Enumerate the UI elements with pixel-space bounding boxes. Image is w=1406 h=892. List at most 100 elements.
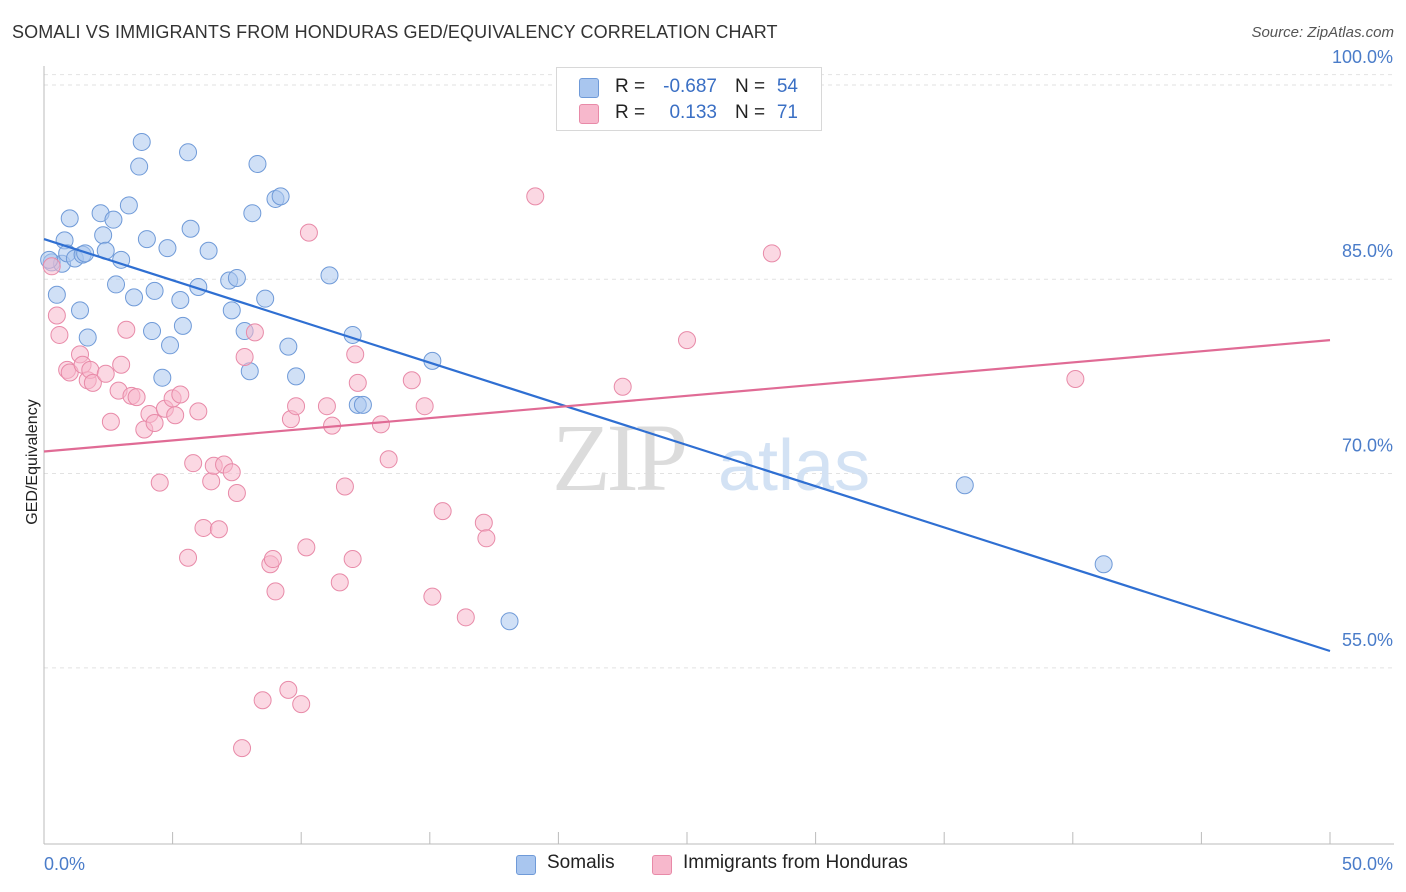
data-point[interactable] (71, 301, 90, 320)
trend-line-somalis (43, 238, 1331, 653)
data-point[interactable] (181, 219, 200, 238)
y-tick-label: 70.0% (1342, 436, 1393, 456)
data-point[interactable] (343, 550, 362, 569)
data-point[interactable] (330, 573, 349, 592)
data-point[interactable] (477, 529, 496, 548)
data-point[interactable] (96, 364, 115, 383)
data-point[interactable] (279, 337, 298, 356)
data-point[interactable] (101, 412, 120, 431)
correlation-stats-box: R = -0.687 N = 54 R = 0.133 N = 71 (556, 67, 822, 131)
data-point[interactable] (613, 377, 632, 396)
data-point[interactable] (166, 406, 185, 425)
data-point[interactable] (402, 371, 421, 390)
watermark-zip: ZIP (552, 404, 685, 511)
data-point[interactable] (60, 209, 79, 228)
data-point[interactable] (279, 680, 298, 699)
data-point[interactable] (179, 548, 198, 567)
data-point[interactable] (94, 226, 113, 245)
data-point[interactable] (227, 268, 246, 287)
data-point[interactable] (287, 397, 306, 416)
data-point[interactable] (137, 230, 156, 249)
trend-lines (43, 238, 1331, 653)
data-point[interactable] (248, 154, 267, 173)
data-point[interactable] (500, 612, 519, 631)
data-point[interactable] (222, 463, 241, 482)
data-point[interactable] (233, 739, 252, 758)
data-point[interactable] (235, 347, 254, 366)
data-point[interactable] (245, 323, 264, 342)
data-point[interactable] (243, 204, 262, 223)
data-point[interactable] (222, 301, 241, 320)
data-point[interactable] (47, 285, 66, 304)
data-point[interactable] (171, 385, 190, 404)
r-label: R = (615, 76, 646, 97)
data-point[interactable] (762, 244, 781, 263)
data-point[interactable] (253, 691, 272, 710)
data-point[interactable] (184, 454, 203, 473)
data-point[interactable] (143, 322, 162, 341)
data-point[interactable] (104, 210, 123, 229)
data-point[interactable] (292, 695, 311, 714)
data-point[interactable] (127, 388, 146, 407)
data-point[interactable] (353, 395, 372, 414)
data-point[interactable] (678, 331, 696, 350)
data-point[interactable] (173, 316, 192, 335)
data-point[interactable] (299, 223, 318, 242)
data-point[interactable] (145, 281, 164, 300)
n-label: N = (735, 102, 766, 123)
honduras-swatch (579, 104, 599, 124)
data-point[interactable] (320, 266, 339, 285)
data-point[interactable] (132, 132, 151, 151)
data-point[interactable] (379, 450, 398, 469)
data-point[interactable] (266, 582, 285, 601)
data-point[interactable] (161, 336, 180, 355)
data-point[interactable] (415, 397, 434, 416)
data-point[interactable] (150, 473, 169, 492)
data-point[interactable] (145, 414, 164, 433)
data-point[interactable] (50, 325, 69, 344)
data-point[interactable] (1094, 555, 1113, 574)
data-point[interactable] (227, 483, 246, 502)
data-point[interactable] (42, 257, 61, 276)
data-point[interactable] (346, 345, 365, 364)
data-point[interactable] (335, 477, 354, 496)
data-point[interactable] (199, 241, 218, 260)
data-point[interactable] (256, 289, 275, 308)
data-point[interactable] (271, 187, 290, 206)
data-point[interactable] (179, 143, 198, 162)
data-point[interactable] (526, 187, 545, 206)
data-point[interactable] (433, 502, 452, 521)
data-point[interactable] (348, 373, 367, 392)
data-point[interactable] (1066, 369, 1085, 388)
data-point[interactable] (171, 290, 190, 309)
data-point[interactable] (83, 373, 102, 392)
data-point[interactable] (202, 472, 221, 491)
data-point[interactable] (371, 415, 390, 434)
data-point[interactable] (194, 518, 213, 537)
data-point[interactable] (107, 275, 126, 294)
data-point[interactable] (317, 397, 336, 416)
data-point[interactable] (456, 608, 475, 627)
watermark-atlas: atlas (718, 426, 870, 506)
data-point[interactable] (189, 278, 208, 297)
y-tick-label: 100.0% (1332, 47, 1393, 67)
data-point[interactable] (78, 328, 97, 347)
data-point[interactable] (189, 402, 208, 421)
data-point[interactable] (209, 520, 228, 539)
data-point[interactable] (130, 157, 149, 176)
data-point[interactable] (125, 288, 144, 307)
data-point[interactable] (158, 239, 177, 258)
data-point[interactable] (153, 368, 172, 387)
stats-row-honduras: R = 0.133 N = 71 (557, 101, 821, 127)
data-point[interactable] (263, 550, 282, 569)
data-point[interactable] (119, 196, 138, 215)
data-point[interactable] (423, 587, 442, 606)
data-point[interactable] (955, 476, 974, 495)
series-somalis (40, 132, 1113, 631)
data-point[interactable] (112, 355, 131, 374)
data-point[interactable] (47, 306, 66, 325)
data-point[interactable] (287, 367, 306, 386)
data-point[interactable] (474, 513, 493, 532)
data-point[interactable] (117, 320, 136, 339)
data-point[interactable] (297, 538, 316, 557)
